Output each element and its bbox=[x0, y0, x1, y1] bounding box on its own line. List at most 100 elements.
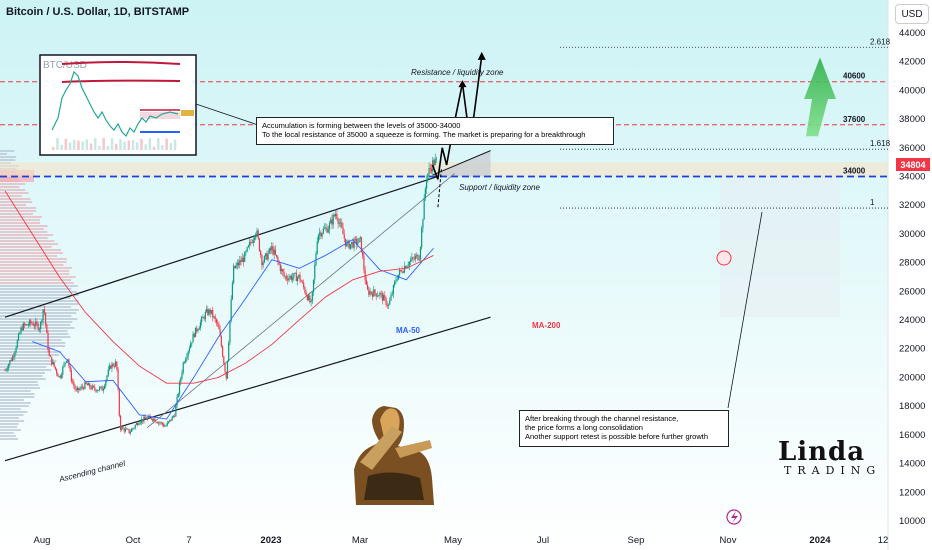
candle-body bbox=[413, 258, 415, 260]
candle-body bbox=[197, 329, 199, 332]
volume-profile-bar bbox=[0, 291, 77, 293]
candle-body bbox=[353, 238, 355, 248]
y-tick-label: 32000 bbox=[899, 200, 925, 211]
candle-body bbox=[434, 159, 436, 165]
candle-body bbox=[103, 385, 106, 389]
support-zone-label: Support / liquidity zone bbox=[459, 183, 540, 192]
candle-body bbox=[76, 387, 79, 390]
x-tick-label: Mar bbox=[352, 535, 368, 546]
volume-profile-bar bbox=[0, 234, 54, 236]
candle-body bbox=[344, 238, 347, 247]
volume-profile-bar bbox=[0, 267, 72, 269]
volume-profile-bar bbox=[0, 363, 53, 365]
inset-volume-bar bbox=[131, 140, 135, 150]
volume-profile-bar bbox=[0, 150, 15, 152]
candle-body bbox=[178, 382, 181, 394]
candle-body bbox=[16, 340, 18, 348]
candle-body bbox=[376, 295, 379, 297]
candle-body bbox=[47, 332, 49, 350]
breakout-note-line-2: the price forms a long consolidation bbox=[525, 423, 643, 432]
candle-body bbox=[105, 380, 107, 386]
ma-200-label: MA-200 bbox=[532, 321, 561, 330]
candle-body bbox=[172, 416, 175, 417]
candle-body bbox=[24, 323, 26, 326]
candle-body bbox=[241, 257, 243, 262]
candle-body bbox=[283, 272, 285, 277]
x-tick-label: 2023 bbox=[260, 535, 281, 546]
volume-profile-bar bbox=[0, 264, 64, 266]
inset-volume-bar bbox=[161, 145, 164, 150]
volume-profile-bar bbox=[0, 207, 37, 209]
candle-body bbox=[405, 266, 407, 269]
candle-body bbox=[203, 317, 205, 320]
candle-body bbox=[170, 419, 172, 421]
inset-volume-bar bbox=[56, 138, 59, 150]
volume-profile-bar bbox=[0, 222, 41, 224]
candle-body bbox=[323, 228, 326, 229]
forecast-peak-arrowhead bbox=[458, 80, 467, 88]
candle-body bbox=[295, 272, 297, 282]
logo-sub-text: TRADING bbox=[784, 464, 882, 477]
candle-body bbox=[80, 386, 82, 389]
candle-body bbox=[289, 275, 291, 278]
candle-body bbox=[22, 323, 25, 331]
volume-profile-bar bbox=[0, 315, 72, 317]
candle-body bbox=[267, 253, 269, 260]
lightning-icon[interactable] bbox=[726, 509, 742, 525]
inset-volume-bar bbox=[52, 147, 55, 150]
candle-body bbox=[339, 222, 342, 224]
volume-profile-bar bbox=[0, 309, 79, 311]
candle-body bbox=[79, 388, 81, 391]
candle-body bbox=[21, 327, 23, 331]
candle-body bbox=[398, 270, 401, 275]
volume-profile-bar bbox=[0, 270, 70, 272]
candle-body bbox=[287, 278, 289, 281]
currency-button[interactable]: USD bbox=[895, 4, 929, 24]
y-tick-label: 14000 bbox=[899, 459, 925, 470]
volume-profile-bar bbox=[0, 402, 31, 404]
volume-profile-bar bbox=[0, 372, 45, 374]
candle-body bbox=[37, 323, 39, 330]
candle-body bbox=[9, 360, 11, 365]
candle-body bbox=[56, 369, 58, 374]
candle-body bbox=[389, 300, 391, 305]
candle-body bbox=[346, 242, 348, 247]
y-axis[interactable]: 10000 12000 14000 16000 18000 20000 22000 24000… bbox=[899, 28, 925, 527]
y-tick-label: 16000 bbox=[899, 430, 925, 441]
candle-body bbox=[138, 423, 140, 426]
channel-lower-line bbox=[4, 316, 491, 462]
candle-body bbox=[117, 369, 119, 390]
candle-body bbox=[364, 269, 366, 281]
candle-body bbox=[4, 370, 6, 372]
volume-profile-bar bbox=[0, 282, 74, 284]
volume-profile-bar bbox=[0, 237, 48, 239]
inset-volume-bar bbox=[81, 141, 84, 150]
candle-body bbox=[403, 266, 406, 273]
candle-body bbox=[246, 247, 248, 252]
candle-body bbox=[392, 285, 395, 294]
candle-body bbox=[215, 319, 218, 323]
candle-body bbox=[160, 422, 162, 424]
candle-body bbox=[263, 256, 265, 263]
inset-volume-bar bbox=[68, 142, 72, 150]
candle-body bbox=[64, 362, 66, 364]
candle-body bbox=[299, 274, 301, 281]
candle-body bbox=[143, 416, 145, 422]
channel-mid-line bbox=[146, 173, 455, 429]
candle-body bbox=[429, 168, 431, 169]
x-axis[interactable]: Aug Oct 7 2023 Mar May Jul Sep Nov 2024 12 bbox=[34, 509, 889, 546]
volume-profile-bar bbox=[0, 204, 27, 206]
candles bbox=[4, 153, 438, 436]
ma-cross-marker bbox=[716, 250, 732, 266]
breakout-note-line-1: After breaking through the channel resis… bbox=[525, 414, 679, 423]
candle-body bbox=[325, 227, 327, 229]
candle-body bbox=[6, 368, 9, 370]
candle-body bbox=[395, 280, 397, 282]
inset-price bbox=[51, 70, 179, 138]
x-tick-label: 12 bbox=[878, 535, 889, 546]
volume-profile-bar bbox=[0, 342, 66, 344]
candle-body bbox=[321, 233, 323, 237]
candle-body bbox=[111, 363, 113, 369]
candle-body bbox=[58, 375, 60, 377]
